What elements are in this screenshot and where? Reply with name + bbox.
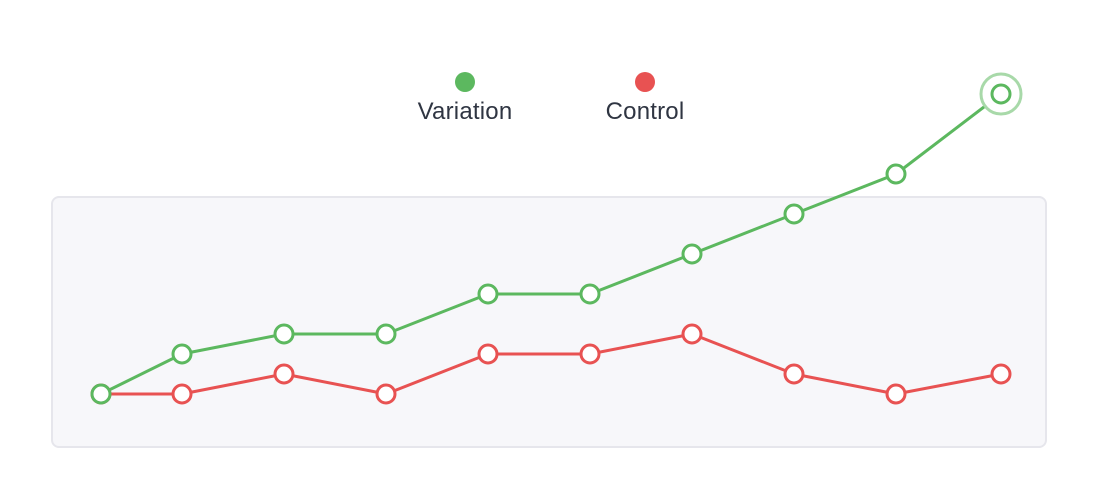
data-point-control-8[interactable] [783, 363, 805, 385]
series-line-control [101, 332, 1002, 396]
legend-item-variation[interactable]: Variation [385, 70, 545, 126]
data-point-variation-4[interactable] [375, 323, 397, 345]
legend-label-control: Control [605, 98, 685, 125]
legend: Variation Control [0, 70, 1100, 130]
legend-item-control[interactable]: Control [565, 70, 725, 126]
series-line-variation [100, 92, 1002, 396]
data-point-control-3[interactable] [273, 363, 295, 385]
data-point-variation-7[interactable] [681, 243, 703, 265]
data-point-variation-10[interactable] [990, 83, 1012, 105]
legend-dot-control [635, 72, 655, 92]
data-point-variation-6[interactable] [579, 283, 601, 305]
data-point-variation-1[interactable] [90, 383, 112, 405]
data-point-control-9[interactable] [885, 383, 907, 405]
data-point-variation-8[interactable] [783, 203, 805, 225]
series-lines [100, 92, 1002, 396]
data-point-control-6[interactable] [579, 343, 601, 365]
data-point-variation-5[interactable] [477, 283, 499, 305]
data-point-control-10[interactable] [990, 363, 1012, 385]
data-point-control-2[interactable] [171, 383, 193, 405]
plot-area [51, 196, 1047, 448]
series-markers [90, 72, 1023, 405]
legend-label-variation: Variation [417, 98, 513, 125]
data-point-variation-2[interactable] [171, 343, 193, 365]
legend-dot-variation [455, 72, 475, 92]
data-point-control-5[interactable] [477, 343, 499, 365]
data-point-control-7[interactable] [681, 323, 703, 345]
data-point-control-4[interactable] [375, 383, 397, 405]
data-point-variation-9[interactable] [885, 163, 907, 185]
data-point-variation-3[interactable] [273, 323, 295, 345]
